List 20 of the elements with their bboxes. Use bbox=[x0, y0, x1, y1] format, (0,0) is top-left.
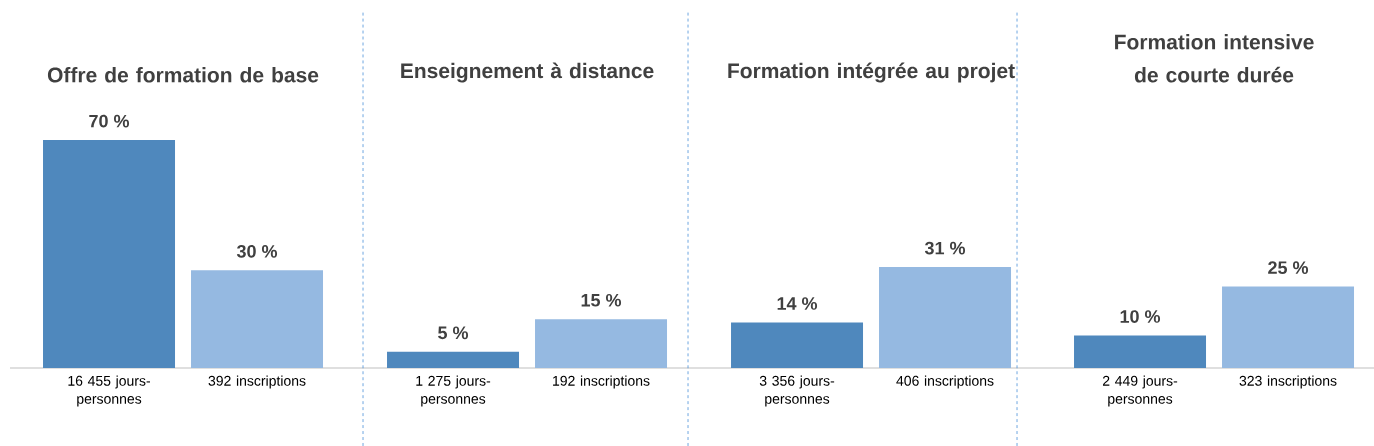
x-tick-label: 192 inscriptions bbox=[553, 375, 650, 389]
x-tick-label: 392 inscriptions bbox=[208, 375, 306, 389]
chart-title: Formation intensive de courte durée bbox=[1115, 34, 1314, 83]
x-tick-label: 16 455 jours-personnes bbox=[68, 375, 151, 407]
data-label: 31 % bbox=[924, 241, 966, 255]
data-label: 14 % bbox=[777, 297, 818, 310]
chart-title: Offre de formation de base bbox=[47, 67, 319, 83]
chart-title: Enseignement à distance bbox=[401, 62, 654, 83]
data-label: 25 % bbox=[1268, 261, 1309, 275]
x-tick-label: 323 inscriptions bbox=[1239, 375, 1337, 389]
data-label: 70 % bbox=[89, 114, 130, 128]
x-tick-label: 3 356 jours-personnes bbox=[759, 375, 835, 407]
data-label: 30 % bbox=[236, 244, 278, 258]
data-label: 5 % bbox=[438, 326, 469, 340]
x-tick-label: 1 275 jours-personnes bbox=[416, 375, 491, 407]
x-tick-label: 406 inscriptions bbox=[896, 375, 994, 389]
data-label: 10 % bbox=[1120, 310, 1161, 323]
chart-title: Formation intégrée au projet bbox=[728, 62, 1015, 83]
data-label: 15 % bbox=[581, 293, 622, 307]
x-tick-label: 2 449 jours-personnes bbox=[1102, 375, 1178, 407]
